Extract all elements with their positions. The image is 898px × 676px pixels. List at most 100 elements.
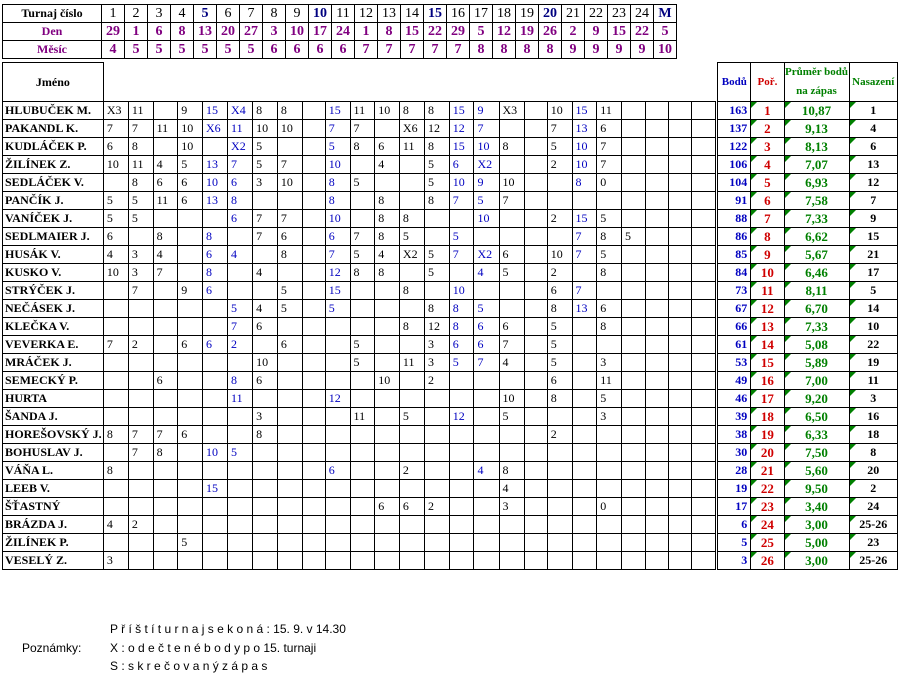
score-cell: 8: [127, 137, 154, 156]
player-rank: 15: [750, 353, 785, 372]
score-cell: [152, 353, 179, 372]
score-cell: 10: [448, 173, 475, 192]
score-cell: [473, 479, 500, 498]
score-cell: [301, 533, 326, 552]
player-rank: 4: [750, 155, 785, 174]
score-cell: [201, 371, 229, 390]
score-cell: [691, 245, 716, 264]
score-cell: [374, 119, 400, 138]
score-cell: 6: [201, 335, 229, 354]
score-cell: [523, 335, 548, 354]
player-average: 9,50: [783, 479, 850, 498]
score-cell: [201, 317, 229, 336]
column-header-rank: Poř.: [750, 62, 785, 102]
score-cell: [301, 479, 326, 498]
score-cell: 10: [201, 443, 229, 462]
player-row: SEMECKÝ P. 6 8 6 10 2 6 11 49 16 7,00 11: [2, 371, 898, 390]
score-cell: [201, 137, 229, 156]
score-cell: 6: [177, 425, 203, 444]
score-cell: X2: [227, 137, 254, 156]
player-average: 9,13: [783, 119, 850, 138]
score-cell: 8: [423, 299, 450, 318]
score-cell: 6: [177, 173, 203, 192]
score-cell: [252, 335, 278, 354]
header-cell: 1: [124, 22, 148, 41]
score-cell: [691, 317, 716, 336]
player-name: VEVERKA E.: [2, 335, 104, 354]
score-cell: [276, 407, 303, 426]
score-cell: 6: [177, 335, 203, 354]
score-cell: [276, 479, 303, 498]
score-cell: 5: [227, 443, 254, 462]
score-cell: [301, 263, 326, 282]
player-average: 3,00: [783, 551, 850, 570]
score-cell: 5: [423, 245, 450, 264]
score-cell: [102, 299, 129, 318]
score-cell: 2: [546, 209, 573, 228]
player-row: LEEB V. 15 4 19 22 9,50 2: [2, 479, 898, 498]
score-cell: [644, 299, 670, 318]
score-cell: 15: [571, 101, 598, 120]
score-cell: 10: [473, 137, 500, 156]
column-header-blank: [572, 63, 597, 102]
score-cell: 12: [324, 389, 351, 408]
score-cell: X4: [227, 101, 254, 120]
player-seed: 25-26: [848, 515, 898, 534]
score-cell: 5: [102, 191, 129, 210]
player-rank: 3: [750, 137, 785, 156]
score-cell: 5: [423, 173, 450, 192]
score-cell: [523, 281, 548, 300]
header-cell: 5: [147, 40, 171, 59]
score-cell: [152, 281, 179, 300]
score-cell: [102, 479, 129, 498]
score-cell: [668, 515, 693, 534]
player-name: ŽILÍNEK P.: [2, 533, 104, 552]
score-cell: [620, 335, 646, 354]
header-cell: 15: [423, 4, 447, 23]
score-cell: 10: [571, 137, 598, 156]
score-cell: [498, 299, 525, 318]
score-cell: 6: [276, 335, 303, 354]
score-cell: [252, 191, 278, 210]
score-cell: 5: [227, 299, 254, 318]
score-cell: 8: [596, 227, 622, 246]
score-cell: 10: [102, 263, 129, 282]
score-cell: 7: [252, 227, 278, 246]
column-header-name: Jméno: [2, 62, 104, 102]
score-cell: [448, 263, 475, 282]
score-cell: [523, 443, 548, 462]
score-cell: [398, 515, 425, 534]
score-cell: [498, 209, 525, 228]
score-cell: 8: [201, 263, 229, 282]
player-row: KUSKO V. 10 3 7 8 4 12 8 8 5 4 5 2 8 84 10 6,46 17: [2, 263, 898, 282]
score-cell: 7: [227, 155, 254, 174]
player-points: 66: [717, 317, 752, 336]
player-name: KUSKO V.: [2, 263, 104, 282]
column-header-seed: Nasazení: [848, 62, 898, 102]
score-cell: [668, 371, 693, 390]
score-cell: 8: [252, 101, 278, 120]
score-cell: [227, 533, 254, 552]
score-cell: [546, 407, 573, 426]
score-cell: [668, 425, 693, 444]
score-cell: [152, 137, 179, 156]
score-cell: [423, 533, 450, 552]
score-cell: [596, 533, 622, 552]
score-cell: [398, 371, 425, 390]
score-cell: [448, 371, 475, 390]
score-cell: [374, 461, 400, 480]
score-cell: 5: [596, 245, 622, 264]
score-cell: [473, 533, 500, 552]
score-cell: 15: [201, 101, 229, 120]
score-cell: 3: [102, 551, 129, 570]
score-cell: [276, 551, 303, 570]
score-cell: [498, 551, 525, 570]
score-cell: [374, 281, 400, 300]
score-cell: [423, 407, 450, 426]
score-cell: 6: [498, 245, 525, 264]
score-cell: [227, 425, 254, 444]
header-cell: 5: [469, 22, 493, 41]
player-row: KLEČKA V. 7 6 8 12 8 6 6 5 8 66 13 7,33 10: [2, 317, 898, 336]
column-header-blank: [424, 63, 449, 102]
score-cell: [473, 371, 500, 390]
